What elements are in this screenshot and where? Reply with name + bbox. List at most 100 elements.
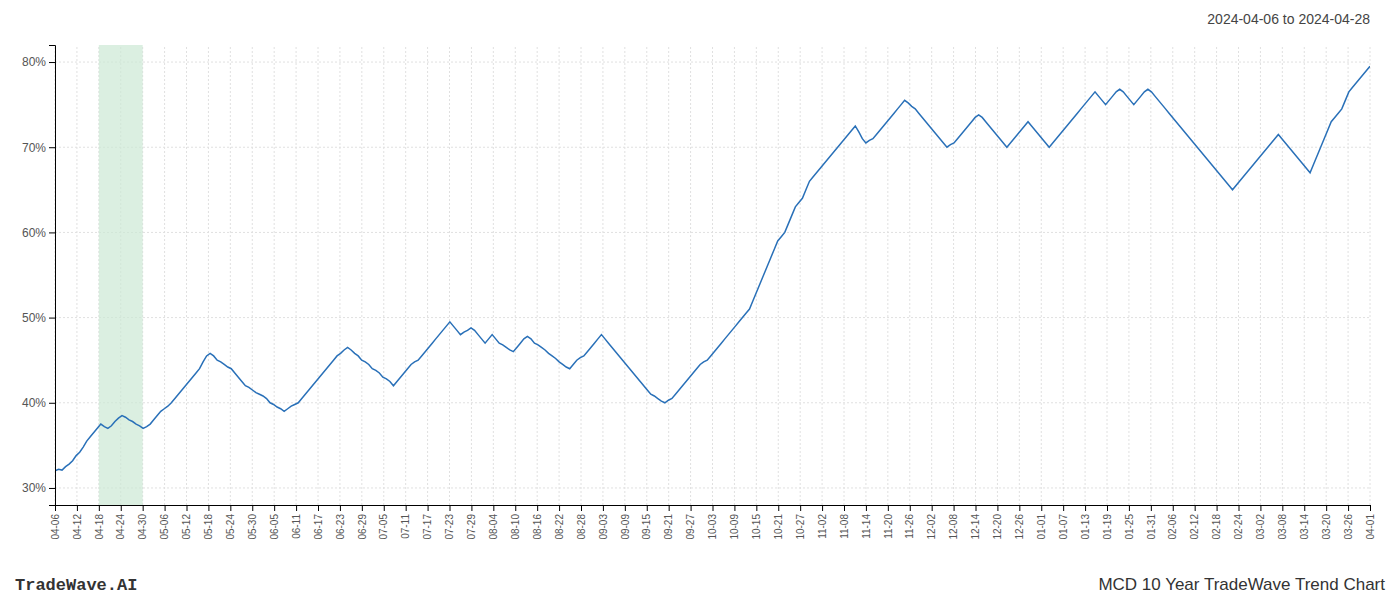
x-tick: 08-28 [576, 505, 587, 540]
x-tick-mark [603, 505, 604, 511]
y-tick-mark [49, 232, 55, 233]
x-tick-label: 10-27 [795, 514, 806, 540]
x-tick-label: 09-21 [663, 514, 674, 540]
x-tick-mark [713, 505, 714, 511]
x-tick: 08-10 [510, 505, 521, 540]
x-tick-mark [187, 505, 188, 511]
x-tick-mark [165, 505, 166, 511]
x-tick-label: 12-02 [926, 514, 937, 540]
x-tick-label: 12-20 [992, 514, 1003, 540]
x-tick-mark [1129, 505, 1130, 511]
x-tick-mark [1239, 505, 1240, 511]
x-tick-label: 09-27 [685, 514, 696, 540]
x-tick-label: 12-14 [970, 514, 981, 540]
x-tick-label: 10-15 [751, 514, 762, 540]
x-tick-label: 06-05 [269, 514, 280, 540]
x-tick-mark [1326, 505, 1327, 511]
grid-line-x [1019, 45, 1020, 505]
x-tick-label: 05-18 [203, 514, 214, 540]
x-tick-mark [274, 505, 275, 511]
grid-line-x [186, 45, 187, 505]
x-tick-mark [406, 505, 407, 511]
x-tick-mark [1063, 505, 1064, 511]
grid-line-x [1063, 45, 1064, 505]
grid-line-x [1085, 45, 1086, 505]
x-tick-label: 08-28 [576, 514, 587, 540]
x-tick: 01-25 [1124, 505, 1135, 540]
x-tick-mark [77, 505, 78, 511]
x-tick-label: 12-08 [948, 514, 959, 540]
x-tick-mark [143, 505, 144, 511]
x-tick-label: 02-18 [1211, 514, 1222, 540]
x-tick-label: 09-15 [641, 514, 652, 540]
grid-line-x [252, 45, 253, 505]
x-tick-mark [428, 505, 429, 511]
x-tick-mark [1151, 505, 1152, 511]
y-tick: 40% [22, 396, 55, 410]
x-tick: 02-24 [1233, 505, 1244, 540]
footer-left: TradeWave.AI [15, 576, 137, 595]
x-tick: 11-26 [904, 505, 915, 539]
y-tick: 80% [22, 55, 55, 69]
x-tick: 06-17 [313, 505, 324, 540]
x-tick-label: 01-07 [1058, 514, 1069, 540]
x-tick-label: 05-30 [247, 514, 258, 540]
x-tick: 10-15 [751, 505, 762, 540]
grid-line-x [1260, 45, 1261, 505]
x-tick-mark [1304, 505, 1305, 511]
x-tick: 04-30 [137, 505, 148, 540]
chart: 04-0604-1204-1804-2404-3005-0605-1205-18… [0, 0, 1400, 600]
x-tick-label: 06-17 [313, 514, 324, 540]
x-tick-label: 03-02 [1255, 514, 1266, 540]
x-tick-mark [822, 505, 823, 511]
grid-line-x [865, 45, 866, 505]
x-tick: 11-20 [883, 505, 894, 539]
grid-line-x [537, 45, 538, 505]
x-tick-label: 02-06 [1167, 514, 1178, 540]
grid-line-x [1238, 45, 1239, 505]
x-tick-mark [340, 505, 341, 511]
x-tick: 12-08 [948, 505, 959, 540]
grid-line-x [405, 45, 406, 505]
x-tick-label: 05-06 [159, 514, 170, 540]
y-tick-label: 30% [22, 481, 46, 495]
x-tick-label: 11-20 [883, 514, 894, 539]
x-tick-mark [230, 505, 231, 511]
grid-line-x [1216, 45, 1217, 505]
x-tick-label: 09-03 [598, 514, 609, 540]
x-tick-mark [1173, 505, 1174, 511]
x-tick-mark [537, 505, 538, 511]
grid-line-x [1348, 45, 1349, 505]
x-tick: 10-03 [707, 505, 718, 540]
x-tick-mark [1370, 505, 1371, 511]
x-tick-mark [318, 505, 319, 511]
y-axis-line [49, 46, 56, 506]
x-tick-mark [866, 505, 867, 511]
x-tick-mark [1085, 505, 1086, 511]
grid-line-x [274, 45, 275, 505]
x-tick: 04-18 [94, 505, 105, 540]
grid-line-x [339, 45, 340, 505]
x-tick-label: 01-31 [1146, 514, 1157, 540]
grid-line-x [668, 45, 669, 505]
x-tick-label: 12-26 [1014, 514, 1025, 540]
grid-line-x [208, 45, 209, 505]
grid-line-x [690, 45, 691, 505]
plot-area [55, 45, 1370, 505]
grid-line-y [55, 147, 1370, 148]
x-tick: 07-11 [400, 505, 411, 539]
x-tick: 05-30 [247, 505, 258, 540]
grid-line-x [1326, 45, 1327, 505]
y-tick-label: 50% [22, 311, 46, 325]
grid-line-x [581, 45, 582, 505]
grid-line-x [1128, 45, 1129, 505]
x-tick-mark [1107, 505, 1108, 511]
x-tick: 03-02 [1255, 505, 1266, 540]
x-tick-label: 08-10 [510, 514, 521, 540]
x-tick: 05-06 [159, 505, 170, 540]
x-tick: 09-27 [685, 505, 696, 540]
x-tick: 12-20 [992, 505, 1003, 540]
x-tick-mark [669, 505, 670, 511]
x-tick-mark [647, 505, 648, 511]
grid-line-x [997, 45, 998, 505]
